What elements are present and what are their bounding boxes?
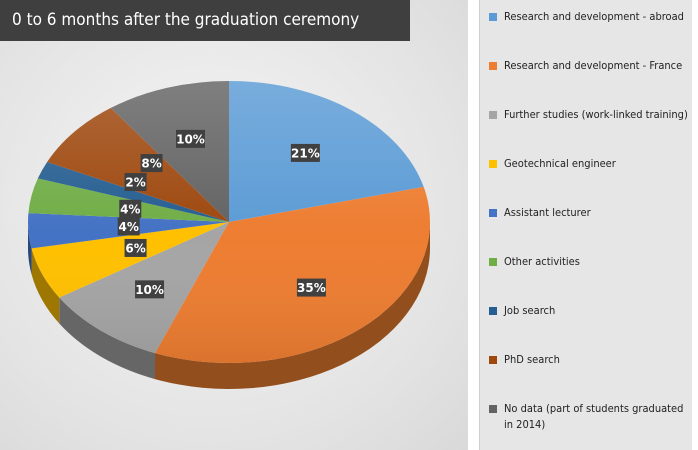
data-label-text: 8% [141, 157, 161, 171]
pie-slices [27, 81, 430, 363]
legend-item: Geotechnical engineer [486, 156, 691, 172]
data-label-box [290, 143, 320, 162]
chart-legend: Research and development - abroad Researc… [479, 0, 692, 450]
legend-label: Further studies (work-linked training) [504, 108, 688, 121]
data-label-text: 4% [119, 220, 139, 234]
legend-item: Other activities [486, 254, 691, 270]
data-label-box [140, 154, 163, 173]
data-label-box [117, 217, 140, 236]
data-label-text: 10% [135, 283, 164, 297]
legend-item: No data (part of students graduated in 2… [486, 401, 691, 433]
legend-swatch [489, 209, 497, 217]
legend-label: No data (part of students graduated in 2… [504, 402, 684, 431]
data-label: 4% [117, 217, 140, 236]
legend-label: Research and development - abroad [504, 10, 684, 23]
legend-label: Assistant lecturer [504, 206, 591, 219]
data-label: 10% [135, 280, 165, 299]
data-label: 35% [296, 278, 326, 297]
legend-label: Research and development - France [504, 59, 683, 72]
data-label-box [124, 238, 147, 257]
data-label: 10% [175, 129, 205, 148]
data-label-box [135, 280, 165, 299]
legend-swatch [489, 13, 497, 21]
data-label: 2% [124, 173, 147, 192]
data-label-text: 21% [291, 146, 320, 160]
legend-swatch [489, 258, 497, 266]
pie-chart: 21% 35% 10% 6% 4% 4% 2% 8% 10% [27, 81, 430, 389]
data-label-box [119, 199, 142, 218]
legend-label: Job search [504, 304, 556, 317]
legend-swatch [489, 111, 497, 119]
legend-swatch [489, 160, 497, 168]
data-labels: 21% 35% 10% 6% 4% 4% 2% 8% 10% [117, 129, 326, 299]
data-label-box [296, 278, 326, 297]
chart-title: 0 to 6 months after the graduation cerem… [12, 10, 360, 30]
legend-label: Other activities [504, 255, 580, 268]
legend-swatch [489, 405, 497, 413]
data-label: 4% [119, 199, 142, 218]
legend-swatch [489, 356, 497, 364]
data-label-text: 6% [125, 241, 145, 255]
data-label: 21% [290, 143, 320, 162]
legend-item: PhD search [486, 352, 691, 368]
data-label-box [175, 129, 205, 148]
data-label: 8% [140, 154, 163, 173]
legend-item: Research and development - abroad [486, 9, 691, 25]
legend-item: Job search [486, 303, 691, 319]
data-label-text: 4% [120, 202, 140, 216]
data-label-text: 10% [176, 132, 205, 146]
data-label-text: 35% [297, 281, 326, 295]
legend-swatch [489, 307, 497, 315]
data-label: 6% [124, 238, 147, 257]
legend-label: Geotechnical engineer [504, 157, 616, 170]
legend-label: PhD search [504, 353, 560, 366]
legend-item: Assistant lecturer [486, 205, 691, 221]
chart-title-bar: 0 to 6 months after the graduation cerem… [0, 0, 410, 41]
legend-item: Further studies (work-linked training) [486, 107, 691, 123]
legend-swatch [489, 62, 497, 70]
data-label-box [124, 173, 147, 192]
data-label-text: 2% [125, 176, 145, 190]
chart-area: 0 to 6 months after the graduation cerem… [0, 0, 468, 450]
legend-item: Research and development - France [486, 58, 691, 74]
